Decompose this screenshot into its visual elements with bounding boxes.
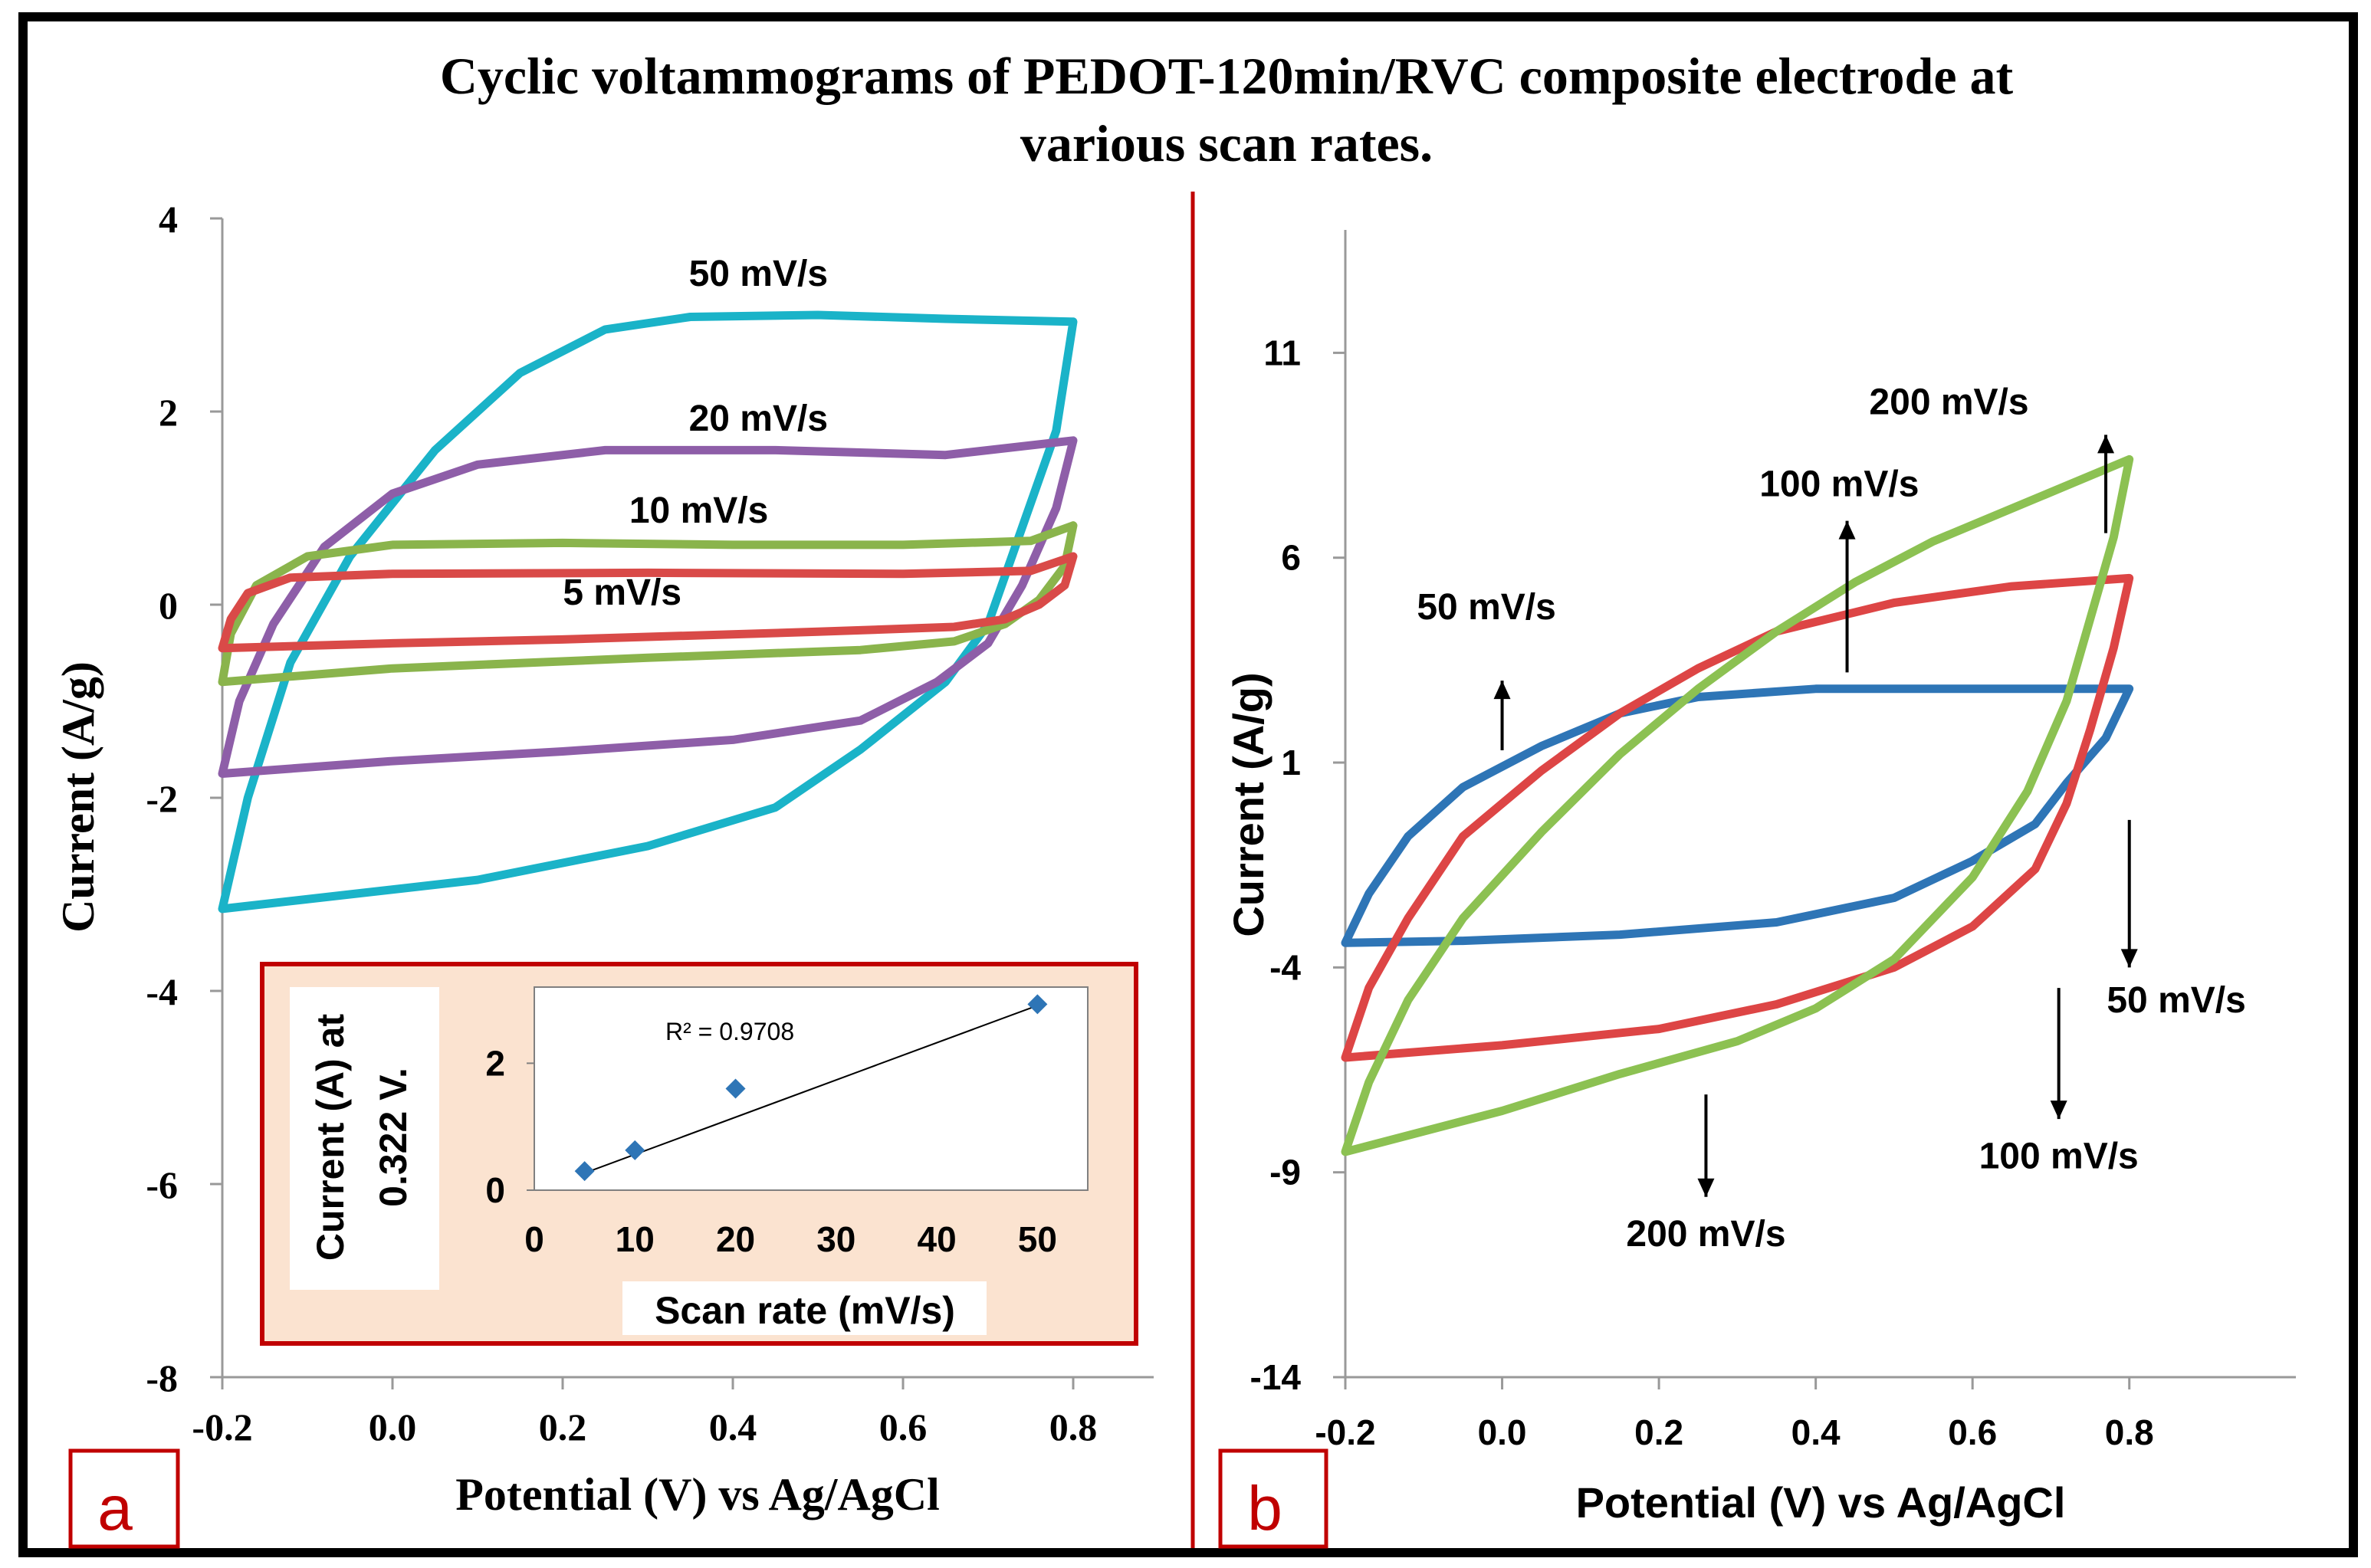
a-xtick-label: -0.2 — [192, 1406, 252, 1448]
panel-a-annotations: 50 mV/s 20 mV/s 10 mV/s 5 mV/s — [563, 254, 828, 613]
b-xtick-label: 0.8 — [2105, 1412, 2154, 1452]
panel-a-x-axis-label: Potential (V) vs Ag/AgCl — [455, 1469, 940, 1520]
b-annotation-200-mv-s: 200 mV/s — [1869, 382, 2028, 423]
inset-y-label-line-2: 0.322 V. — [372, 1068, 415, 1207]
inset-xtick-label: 10 — [616, 1219, 655, 1259]
a-series-20-mv-s — [218, 436, 1078, 778]
b-series-200-mv-s — [1341, 454, 2134, 1156]
inset-point — [574, 1161, 595, 1182]
inset-xtick-label: 50 — [1018, 1219, 1057, 1259]
b-ytick-label: -14 — [1250, 1357, 1302, 1397]
inset-xtick-label: 20 — [716, 1219, 755, 1259]
inset-y-label-line-1: Current (A) at — [309, 1014, 352, 1261]
b-annotation-100-mv-s: 100 mV/s — [1979, 1136, 2139, 1176]
a-ytick-label: -2 — [146, 777, 178, 820]
a-annotation-5-mv-s: 5 mV/s — [563, 572, 681, 613]
panel-a-label-box — [68, 1448, 180, 1549]
panel-a-y-ticks: 4 2 0 -2 -4 -6 -8 — [146, 198, 222, 1399]
title-line-1: Cyclic voltammograms of PEDOT-120min/RVC… — [440, 47, 2014, 105]
inset-ticks: 0 10 20 30 40 50 0 2 — [485, 1043, 1057, 1259]
panel-b-x-axis-label: Potential (V) vs Ag/AgCl — [1576, 1478, 2066, 1527]
inset-plot — [574, 994, 1048, 1182]
inset-point — [1027, 994, 1048, 1015]
a-annotation-10-mv-s: 10 mV/s — [629, 490, 768, 531]
b-arrowhead — [1493, 681, 1511, 700]
inset-point — [625, 1140, 645, 1160]
a-ytick-label: -8 — [146, 1356, 178, 1399]
b-ytick-label: 11 — [1263, 333, 1301, 372]
b-arrowhead — [2120, 949, 2138, 968]
a-series-10-mv-s — [218, 521, 1078, 687]
title-line-2: various scan rates. — [1020, 114, 1433, 172]
b-ytick-label: 6 — [1281, 538, 1301, 578]
b-arrowhead — [1838, 520, 1856, 540]
inset-r2-label: R² = 0.9708 — [665, 1018, 794, 1045]
b-xtick-label: 0.0 — [1478, 1412, 1527, 1452]
a-xtick-label: 0.2 — [539, 1406, 587, 1448]
b-xtick-label: 0.6 — [1948, 1412, 1997, 1452]
b-annotation-100-mv-s: 100 mV/s — [1759, 464, 1919, 505]
a-annotation-20-mv-s: 20 mV/s — [689, 399, 828, 439]
b-ytick-label: -9 — [1269, 1153, 1301, 1192]
panel-b: 11 6 1 -4 -9 -14 -0.2 0.0 0.2 0.4 0.6 0.8 200 mV/s… — [1218, 230, 2296, 1549]
a-series-5-mv-s — [218, 552, 1078, 653]
panel-a: 420-2-4-6-8 -0.2 0.0 0.2 0.4 0.6 0.8 50 mV/s2… — [53, 198, 1154, 1549]
panel-a-series — [218, 310, 1078, 914]
b-ytick-label: 1 — [1281, 743, 1301, 782]
b-series-100-mv-s — [1341, 573, 2134, 1062]
a-ytick-label: 2 — [159, 391, 178, 434]
b-arrowhead — [1697, 1178, 1715, 1197]
inset-xtick-label: 40 — [918, 1219, 957, 1259]
b-xtick-label: 0.2 — [1634, 1412, 1683, 1452]
a-series-50-mv-s — [218, 310, 1078, 914]
b-annotation-50-mv-s: 50 mV/s — [1417, 587, 1555, 628]
b-xtick-label: -0.2 — [1315, 1412, 1375, 1452]
b-annotation-200-mv-s: 200 mV/s — [1626, 1214, 1785, 1255]
panel-b-x-ticks: -0.2 0.0 0.2 0.4 0.6 0.8 — [1315, 1377, 2154, 1452]
a-ytick-label: -4 — [146, 970, 178, 1013]
b-arrowhead — [2097, 435, 2115, 454]
b-series-50-mv-s — [1341, 684, 2134, 947]
panel-b-series — [1341, 454, 2134, 1156]
inset-ytick-label: 0 — [485, 1170, 505, 1210]
a-xtick-label: 0.8 — [1049, 1406, 1098, 1448]
a-xtick-label: 0.6 — [879, 1406, 928, 1448]
a-ytick-label: 4 — [159, 198, 178, 241]
a-annotation-50-mv-s: 50 mV/s — [689, 254, 828, 294]
panel-a-label: a — [97, 1474, 133, 1543]
b-arrowhead — [2050, 1101, 2067, 1120]
inset-chart: Current (A) at 0.322 V. 0 10 20 30 40 50 0 2 R²… — [260, 962, 1138, 1346]
panel-b-label-box — [1218, 1448, 1328, 1549]
b-ytick-label: -4 — [1269, 947, 1301, 987]
a-xtick-label: 0.0 — [369, 1406, 417, 1448]
panel-a-y-axis-label: Current (A/g) — [53, 661, 103, 933]
outer-frame — [18, 12, 2358, 1557]
panel-b-annotations: 200 mV/s 100 mV/s 50 mV/s 50 mV/s 100 mV/s 20… — [1417, 382, 2245, 1255]
inset-point — [725, 1078, 746, 1099]
a-ytick-label: -6 — [146, 1163, 178, 1206]
b-xtick-label: 0.4 — [1791, 1412, 1841, 1452]
inset-xtick-label: 30 — [816, 1219, 855, 1259]
panel-b-y-ticks: 11 6 1 -4 -9 -14 — [1250, 333, 1345, 1397]
panel-a-x-ticks: -0.2 0.0 0.2 0.4 0.6 0.8 — [192, 1377, 1097, 1448]
panel-b-y-axis-label: Current (A/g) — [1224, 672, 1273, 937]
a-ytick-label: 0 — [159, 584, 178, 627]
a-xtick-label: 0.4 — [709, 1406, 757, 1448]
inset-ytick-label: 2 — [485, 1043, 505, 1083]
inset-xlabel-bg — [622, 1281, 987, 1335]
panel-b-label: b — [1247, 1474, 1282, 1543]
inset-xtick-label: 0 — [524, 1219, 544, 1259]
inset-trendline — [584, 1005, 1038, 1174]
inset-x-axis-label: Scan rate (mV/s) — [655, 1289, 955, 1332]
inset-ylabel-bg — [290, 987, 439, 1290]
b-annotation-50-mv-s: 50 mV/s — [2107, 980, 2245, 1021]
